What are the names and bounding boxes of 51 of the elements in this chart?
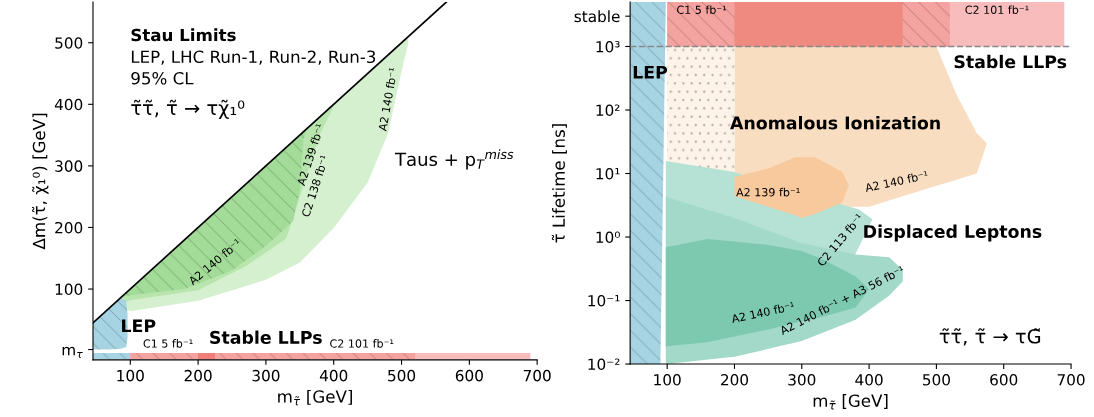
y-tick-label: 100: [55, 283, 83, 296]
annotation: A2 140 fb⁻¹: [864, 170, 929, 193]
x-tick-label: 700: [1057, 374, 1085, 386]
x-tick-label: 100: [654, 374, 681, 386]
y-tick-label: stable: [574, 10, 620, 23]
x-tick-label: 600: [455, 369, 483, 382]
y-tick-label: 200: [55, 221, 83, 234]
annotation: τ̃τ̃, τ̃ → τχ̃₁⁰: [131, 99, 245, 119]
annotation: LEP, LHC Run-1, Run-2, Run-3: [131, 50, 376, 65]
y-tick-label: 10⁰: [596, 231, 620, 244]
annotation: LEP: [633, 65, 668, 79]
annotation: LEP: [122, 319, 156, 333]
annotation: A2 140 fb⁻¹: [377, 67, 398, 132]
annotation: τ̃τ̃, τ̃ → τG̃: [939, 328, 1041, 346]
x-tick-label: 200: [721, 374, 749, 386]
x-tick-label: 500: [388, 369, 416, 382]
y-axis-title: Δm(τ̃, χ̃₁⁰) [GeV]: [32, 113, 49, 250]
y-tick-label: 400: [54, 98, 83, 111]
x-tick-label: 300: [788, 374, 816, 386]
x-tick-label: 400: [319, 369, 348, 382]
annotation: Stable LLPs: [210, 330, 322, 344]
annotation: Displaced Leptons: [864, 224, 1042, 242]
x-tick-label: 100: [117, 369, 144, 382]
y-tick-label: 300: [55, 160, 83, 172]
x-tick-label: 500: [923, 374, 950, 386]
annotation: 95% CL: [131, 71, 194, 85]
y-axis-title: τ̃ Lifetime [ns]: [551, 124, 567, 243]
y-tick-label: 10³: [596, 40, 620, 53]
annotation: C1 5 fb⁻¹: [143, 339, 193, 348]
x-tick-label: 300: [252, 369, 280, 382]
y-tick-label: 10⁻²: [588, 358, 620, 371]
y-tick-label: 10¹: [596, 167, 620, 180]
annotation: Stau Limits: [131, 28, 236, 42]
annotation: Anomalous Ionization: [730, 116, 940, 130]
x-axis-title: m$_{τ̃}$ [GeV]: [813, 394, 888, 410]
annotation: Stable LLPs: [954, 54, 1067, 69]
y-tick-label: 500: [55, 37, 83, 49]
x-tick-label: 600: [990, 374, 1018, 386]
x-tick-label: 400: [855, 374, 883, 386]
annotation: Taus + p$_{T}$$^{miss}$: [394, 149, 514, 170]
x-tick-label: 700: [523, 369, 551, 382]
annotation: C1 5 fb⁻¹: [677, 5, 727, 14]
x-axis-title: m$_{τ̃}$ [GeV]: [278, 389, 352, 406]
annotation: A2 139 fb⁻¹: [736, 187, 800, 197]
annotation: A2 140 fb⁻¹: [187, 238, 242, 286]
y-tick-label: 10²: [596, 104, 620, 117]
annotation: C2 101 fb⁻¹: [965, 5, 1029, 14]
annotation: C2 101 fb⁻¹: [330, 339, 394, 348]
y-tick-label: m$_{τ}$: [62, 346, 83, 358]
x-tick-label: 200: [184, 369, 212, 382]
y-tick-label: 10⁻¹: [588, 294, 620, 307]
